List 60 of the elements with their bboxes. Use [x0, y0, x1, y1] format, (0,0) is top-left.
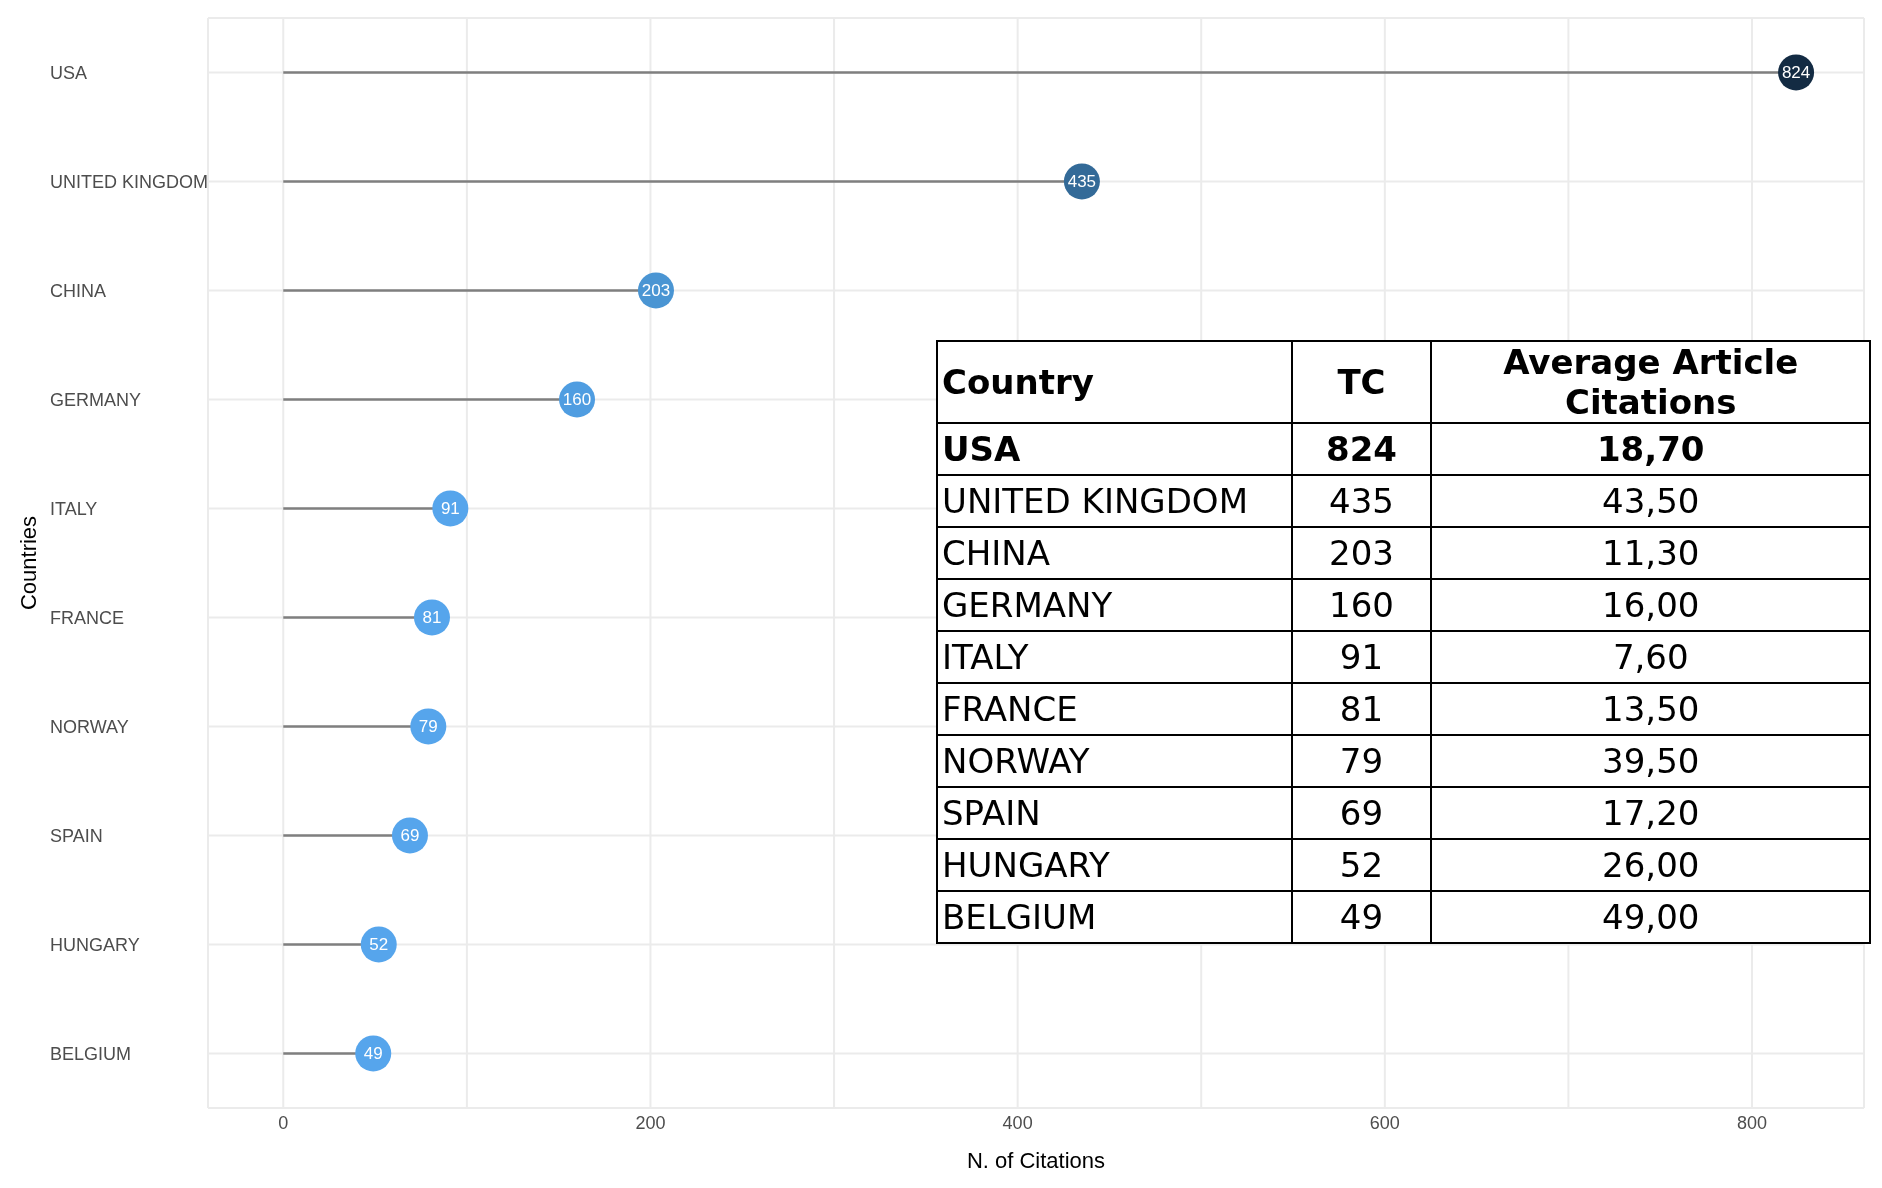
annotation: BELGIUM [937, 891, 1292, 943]
annotation: Average Article Citations [1431, 341, 1870, 423]
annotation: 43,50 [1431, 475, 1870, 527]
data-label: 69 [400, 826, 420, 846]
x-tick-label: 800 [1736, 1112, 1768, 1133]
y-tick-label: BELGIUM [50, 1043, 132, 1064]
annotation: Country [937, 341, 1292, 423]
annotation: GERMANY [937, 579, 1292, 631]
y-tick-label: HUNGARY [50, 934, 140, 955]
data-label: 160 [562, 390, 592, 410]
annotation: HUNGARY [937, 839, 1292, 891]
y-tick-label: ITALY [50, 498, 98, 519]
x-tick-label: 200 [635, 1112, 666, 1133]
annotation: 91 [1291, 631, 1432, 683]
data-label: 81 [422, 608, 442, 628]
annotation: ITALY [937, 631, 1292, 683]
data-label: 435 [1067, 172, 1097, 192]
x-tick-label: 0 [278, 1112, 289, 1133]
annotation: 203 [1291, 527, 1432, 579]
y-tick-label: NORWAY [50, 716, 129, 737]
annotation: 69 [1291, 787, 1432, 839]
annotation: 11,30 [1431, 527, 1870, 579]
annotation: 160 [1291, 579, 1432, 631]
y-tick-label: SPAIN [50, 825, 103, 846]
annotation: NORWAY [937, 735, 1292, 787]
annotation: 435 [1291, 475, 1432, 527]
annotation: FRANCE [937, 683, 1292, 735]
data-label: 91 [440, 499, 460, 519]
annotation: 13,50 [1431, 683, 1870, 735]
data-label: 203 [641, 281, 671, 301]
annotation: 7,60 [1431, 631, 1870, 683]
annotation: TC [1291, 341, 1432, 423]
annotation: 17,20 [1431, 787, 1870, 839]
y-tick-label: GERMANY [50, 389, 142, 410]
annotation: 26,00 [1431, 839, 1870, 891]
data-label: 49 [363, 1044, 383, 1064]
annotation: 18,70 [1431, 423, 1870, 475]
data-label: 79 [418, 717, 438, 737]
annotation: UNITED KINGDOM [937, 475, 1292, 527]
data-label: 824 [1781, 63, 1811, 83]
annotation: 49,00 [1431, 891, 1870, 943]
annotation: 824 [1291, 423, 1432, 475]
annotation: 81 [1291, 683, 1432, 735]
y-axis-title: Countries [15, 515, 41, 611]
annotation: 39,50 [1431, 735, 1870, 787]
x-tick-label: 600 [1369, 1112, 1400, 1133]
annotation: 16,00 [1431, 579, 1870, 631]
y-tick-label: USA [50, 62, 88, 83]
data-label: 52 [369, 935, 389, 955]
y-tick-label: CHINA [50, 280, 107, 301]
annotation: USA [937, 423, 1292, 475]
annotation: CHINA [937, 527, 1292, 579]
y-tick-label: FRANCE [50, 607, 125, 628]
annotation: 79 [1291, 735, 1432, 787]
x-axis-title: N. of Citations [966, 1148, 1106, 1173]
annotation: SPAIN [937, 787, 1292, 839]
x-tick-label: 400 [1002, 1112, 1033, 1133]
y-tick-label: UNITED KINGDOM [50, 171, 209, 192]
annotation: 49 [1291, 891, 1432, 943]
annotation: 52 [1291, 839, 1432, 891]
